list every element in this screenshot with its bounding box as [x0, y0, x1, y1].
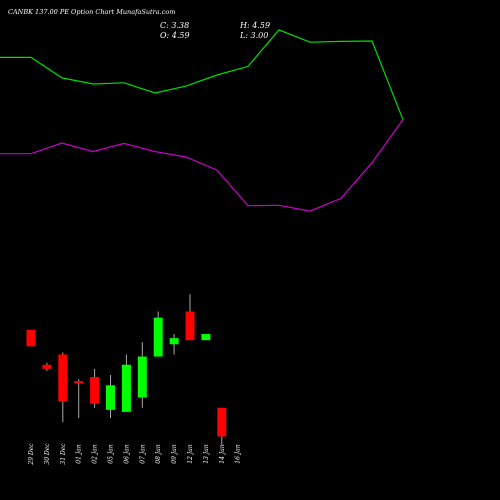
candle-body — [169, 338, 179, 345]
x-tick-label: 14 Jan — [219, 444, 226, 464]
x-tick-label: 30 Dec — [44, 443, 51, 465]
candle-07-jan — [137, 342, 147, 408]
candle-09-jan — [169, 334, 179, 355]
candle-body — [121, 364, 131, 412]
candle-06-jan — [121, 354, 131, 412]
x-tick-label: 07 Jan — [139, 444, 146, 464]
candle-body — [26, 329, 36, 347]
candle-01-jan — [74, 379, 84, 419]
candle-14-jan — [217, 407, 227, 445]
candle-12-jan — [185, 294, 195, 341]
x-tick-label: 16 Jan — [235, 444, 242, 464]
x-tick-label: 29 Dec — [28, 443, 35, 466]
candle-body — [137, 356, 147, 398]
candle-30-dec — [42, 362, 52, 371]
x-tick-label: 08 Jan — [155, 444, 162, 464]
x-tick-label: 05 Jan — [108, 444, 115, 464]
x-axis-labels: 29 Dec 30 Dec 31 Dec 01 Jan 02 Jan 05 Jan 06 J… — [28, 443, 242, 466]
candle-body — [201, 334, 211, 341]
candle-body — [106, 385, 115, 410]
x-tick-label: 13 Jan — [203, 444, 210, 464]
low-readout: L: 3.00 — [240, 31, 269, 40]
open-readout: O: 4.59 — [160, 31, 190, 40]
candle-31-dec — [58, 352, 68, 423]
candle-13-jan — [201, 334, 211, 341]
x-tick-label: 01 Jan — [76, 444, 83, 464]
upper-band-line — [0, 29, 404, 120]
bands-layer — [0, 29, 404, 212]
candle-body — [90, 377, 100, 404]
high-readout: H: 4.59 — [240, 21, 271, 30]
x-tick-label: 02 Jan — [92, 444, 99, 464]
x-tick-label: 31 Dec — [60, 443, 67, 465]
lower-band-line — [0, 119, 404, 212]
candle-body — [74, 381, 84, 384]
candle-body — [42, 364, 52, 369]
candle-08-jan — [153, 311, 163, 357]
x-tick-label: 09 Jan — [171, 444, 178, 464]
candle-body — [153, 317, 163, 357]
candle-05-jan — [106, 375, 115, 419]
candle-body — [185, 311, 195, 341]
candle-02-jan — [90, 368, 100, 408]
x-tick-label: 12 Jan — [187, 444, 194, 464]
x-tick-label: 06 Jan — [123, 444, 130, 464]
close-readout: C: 3.38 — [160, 21, 190, 30]
candles-layer — [26, 294, 227, 445]
chart-title: CANBK 137.00 PE Option Chart MunafaSutra… — [8, 8, 176, 16]
candle-body — [58, 354, 68, 402]
candle-body — [217, 407, 227, 437]
candle-29-dec — [26, 329, 36, 347]
